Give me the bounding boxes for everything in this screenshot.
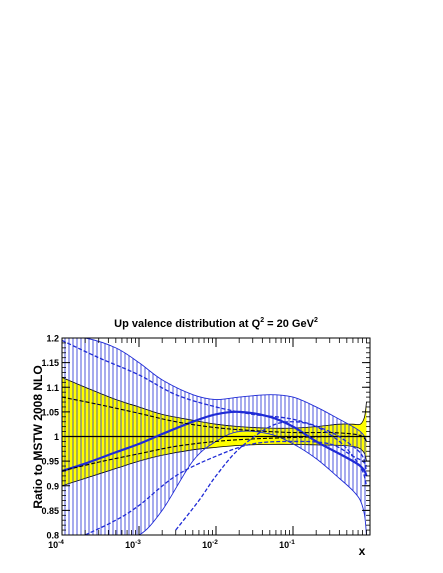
series-line-4 [62,339,368,472]
x-tick-label: 10-3 [125,539,141,550]
y-tick-label: 1.15 [41,358,59,368]
series-line-6 [175,421,368,531]
series-line-2 [62,396,367,442]
axes [61,337,371,536]
tick-labels: 0.8 0.85 0.9 0.95 1 1.05 1.1 1.15 1.2 10-4 10-3 10-… [41,334,295,551]
y-tick-label: 0.8 [46,531,59,541]
alt-band-upper-edge [62,338,367,442]
chart-title: Up valence distribution at Q2 = 20 GeV2 [114,317,318,330]
y-tick-label: 1.05 [41,407,59,417]
series-line-3 [62,435,367,472]
y-tick-label: 1.1 [46,383,59,393]
y-tick-label: 1 [54,432,59,442]
y-tick-label: 0.95 [41,457,59,467]
x-tick-label: 10-1 [279,539,295,550]
y-tick-label: 0.9 [46,481,59,491]
y-tick-label: 1.2 [46,334,59,344]
alt-band-lower-edge [62,430,367,535]
plot-area [62,338,370,535]
series-line-5 [84,440,368,535]
y-axis-label: Ratio to MSTW 2008 NLO [31,365,45,508]
x-tick-label: 10-4 [48,539,64,550]
y-tick-label: 0.85 [41,506,59,516]
x-tick-label: 10-2 [202,539,218,550]
x-axis-label: x [359,544,366,558]
series-line-1 [62,410,368,477]
